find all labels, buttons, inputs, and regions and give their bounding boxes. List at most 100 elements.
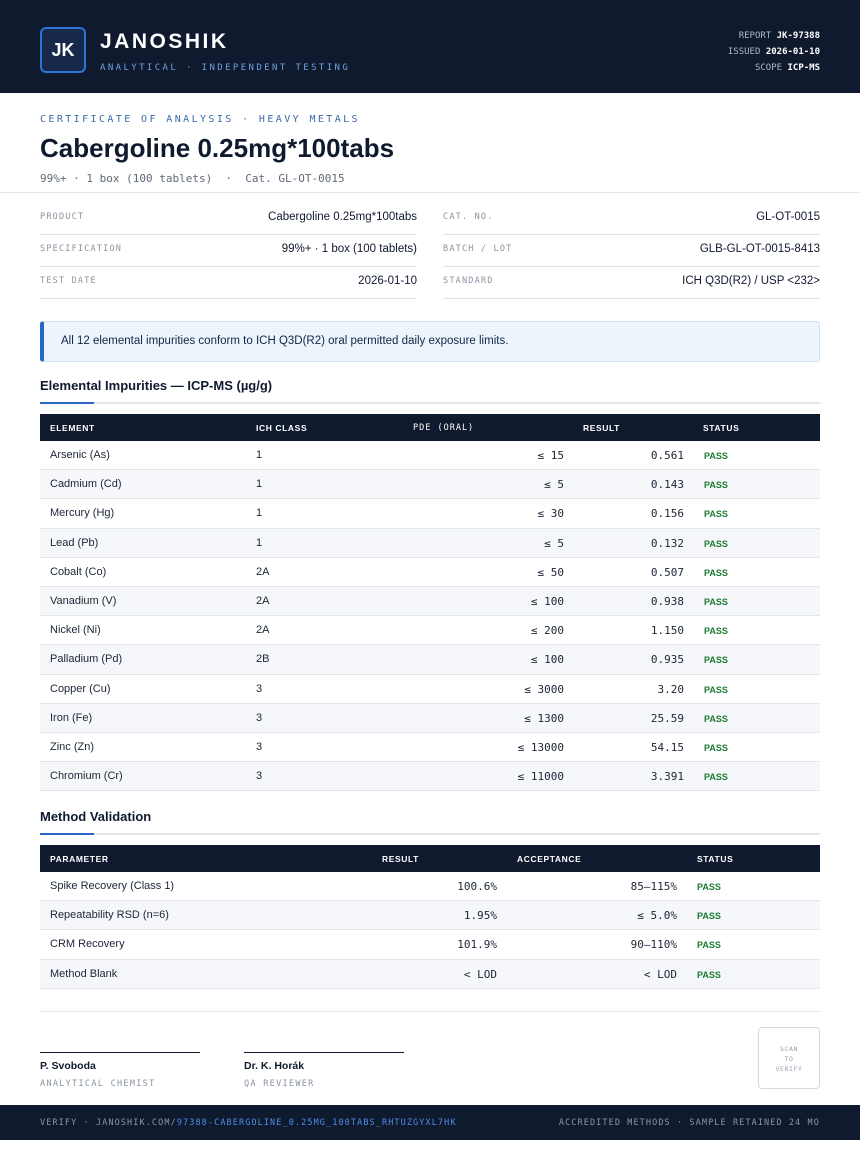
- scan-text: TO: [784, 1055, 794, 1063]
- result-value: 100.6%: [457, 880, 497, 893]
- signer-name: P. Svoboda: [40, 1060, 96, 1072]
- info-label: STANDARD: [443, 276, 494, 286]
- signer-role: ANALYTICAL CHEMIST: [40, 1079, 156, 1089]
- info-label: TEST DATE: [40, 276, 97, 286]
- status-badge: PASS: [704, 538, 728, 549]
- info-value: 99%+ · 1 box (100 tablets): [281, 243, 417, 255]
- result-value: 0.561: [650, 449, 684, 462]
- pde-limit: ≤ 30: [537, 507, 565, 521]
- table-row: CRM Recovery 101.9% 90–110% PASS: [40, 930, 820, 960]
- col-element: ELEMENT: [50, 423, 95, 433]
- element-name: Mercury (Hg): [50, 507, 115, 520]
- scan-to-verify-box[interactable]: SCAN TO VERIFY: [758, 1027, 820, 1089]
- info-value: GLB-GL-OT-0015-8413: [699, 243, 820, 255]
- parameter-name: Repeatability RSD (n=6): [50, 909, 169, 922]
- result-value: 1.150: [650, 624, 684, 638]
- divider: [0, 192, 860, 193]
- parameter-name: Spike Recovery (Class 1): [50, 880, 175, 892]
- element-name: Palladium (Pd): [50, 653, 123, 666]
- col-status: STATUS: [697, 854, 734, 864]
- result-value: 0.507: [650, 565, 684, 579]
- result-value: 25.59: [650, 711, 684, 725]
- report-header: JK JANOSHIK ANALYTICAL · INDEPENDENT TES…: [0, 0, 860, 93]
- info-label: CAT. NO.: [443, 212, 494, 222]
- status-badge: PASS: [704, 596, 728, 607]
- impurities-table: ELEMENT ICH CLASS PDE (ORAL) RESULT STAT…: [40, 414, 820, 792]
- ich-class: 2A: [256, 565, 270, 578]
- table-row: Method Blank < LOD < LOD PASS: [40, 959, 820, 989]
- issued-date: 2026-01-10: [765, 47, 820, 57]
- pde-limit: ≤ 50: [537, 565, 565, 579]
- certificate-kicker: CERTIFICATE OF ANALYSIS · HEAVY METALS: [40, 114, 360, 125]
- status-badge: PASS: [704, 713, 728, 724]
- brand-tagline: ANALYTICAL · INDEPENDENT TESTING: [100, 63, 351, 73]
- table-row: Lead (Pb) 1 ≤ 5 0.132 PASS: [40, 528, 820, 558]
- element-name: Copper (Cu): [50, 682, 111, 695]
- ich-class: 2B: [256, 653, 270, 666]
- ich-class: 2A: [256, 624, 270, 637]
- acceptance-range: 90–110%: [630, 938, 677, 952]
- col-result: RESULT: [382, 854, 419, 864]
- result-value: 0.938: [650, 594, 684, 608]
- pde-limit: ≤ 11000: [517, 770, 564, 784]
- acceptance-range: ≤ 5.0%: [637, 909, 677, 923]
- ich-class: 3: [256, 711, 263, 724]
- scan-text: VERIFY: [775, 1065, 803, 1073]
- table-header: ELEMENT ICH CLASS PDE (ORAL) RESULT STAT…: [40, 414, 820, 441]
- status-badge: PASS: [704, 626, 728, 637]
- table-header: PARAMETER RESULT ACCEPTANCE STATUS: [40, 845, 820, 872]
- conformance-notice: All 12 elemental impurities conform to I…: [40, 321, 820, 362]
- signature-line: [244, 1052, 404, 1053]
- element-name: Vanadium (V): [50, 594, 117, 607]
- info-label: SPECIFICATION: [40, 244, 123, 254]
- element-name: Cadmium (Cd): [50, 478, 122, 491]
- page-subtitle: 99%+ · 1 box (100 tablets) · Cat. GL-OT-…: [40, 172, 345, 185]
- result-value: 54.15: [650, 740, 684, 754]
- page-title: Cabergoline 0.25mg*100tabs: [40, 133, 395, 163]
- section-underline: [40, 833, 820, 835]
- logo-badge: JK: [40, 27, 86, 73]
- status-badge: PASS: [704, 567, 728, 578]
- table-row: Palladium (Pd) 2B ≤ 100 0.935 PASS: [40, 645, 820, 675]
- status-badge: PASS: [704, 509, 728, 520]
- result-value: 0.132: [650, 536, 684, 550]
- scan-text: SCAN: [779, 1045, 799, 1053]
- col-ich-class: ICH CLASS: [256, 423, 308, 433]
- table-row: Nickel (Ni) 2A ≤ 200 1.150 PASS: [40, 616, 820, 646]
- pde-limit: ≤ 13000: [517, 740, 564, 754]
- status-badge: PASS: [697, 911, 721, 922]
- validation-table: PARAMETER RESULT ACCEPTANCE STATUS Spike…: [40, 845, 820, 989]
- info-label: PRODUCT: [40, 212, 85, 222]
- table-row: Chromium (Cr) 3 ≤ 11000 3.391 PASS: [40, 762, 820, 792]
- pde-limit: ≤ 200: [530, 624, 564, 638]
- result-value: 0.143: [650, 478, 684, 492]
- scope-label: SCOPE: [754, 63, 783, 73]
- verify-text: VERIFY · JANOSHIK.COM/97388-CABERGOLINE_…: [40, 1118, 457, 1128]
- element-name: Chromium (Cr): [50, 770, 123, 783]
- info-value: ICH Q3D(R2) / USP <232>: [682, 275, 820, 287]
- verify-prefix: VERIFY · JANOSHIK.COM/: [40, 1118, 177, 1128]
- impurities-body: Arsenic (As) 1 ≤ 15 0.561 PASS Cadmium (Cd) 1 ≤…: [40, 441, 820, 792]
- signer-name: Dr. K. Horák: [244, 1060, 305, 1072]
- pde-limit: ≤ 5: [544, 478, 564, 492]
- col-result: RESULT: [583, 423, 620, 433]
- report-label: REPORT: [738, 31, 772, 41]
- result-value: 0.935: [650, 653, 684, 667]
- scope-value: ICP-MS: [787, 63, 820, 73]
- verify-link[interactable]: 97388-CABERGOLINE_0.25MG_100TABS_RHTUZGY…: [176, 1118, 457, 1128]
- table-row: Cadmium (Cd) 1 ≤ 5 0.143 PASS: [40, 470, 820, 500]
- pde-limit: ≤ 1300: [524, 711, 564, 725]
- notice-text: All 12 elemental impurities conform to I…: [61, 335, 509, 347]
- status-badge: PASS: [697, 940, 721, 951]
- info-value: 2026-01-10: [358, 275, 417, 287]
- table-row: Arsenic (As) 1 ≤ 15 0.561 PASS: [40, 441, 820, 471]
- result-value: 0.156: [650, 507, 684, 521]
- parameter-name: CRM Recovery: [50, 938, 125, 951]
- result-value: < LOD: [463, 967, 497, 981]
- element-name: Arsenic (As): [50, 449, 110, 461]
- pde-limit: ≤ 100: [530, 653, 564, 667]
- section-underline: [40, 402, 820, 404]
- col-pde: PDE (ORAL): [413, 423, 475, 433]
- info-label: BATCH / LOT: [443, 244, 513, 254]
- table-row: Repeatability RSD (n=6) 1.95% ≤ 5.0% PASS: [40, 901, 820, 931]
